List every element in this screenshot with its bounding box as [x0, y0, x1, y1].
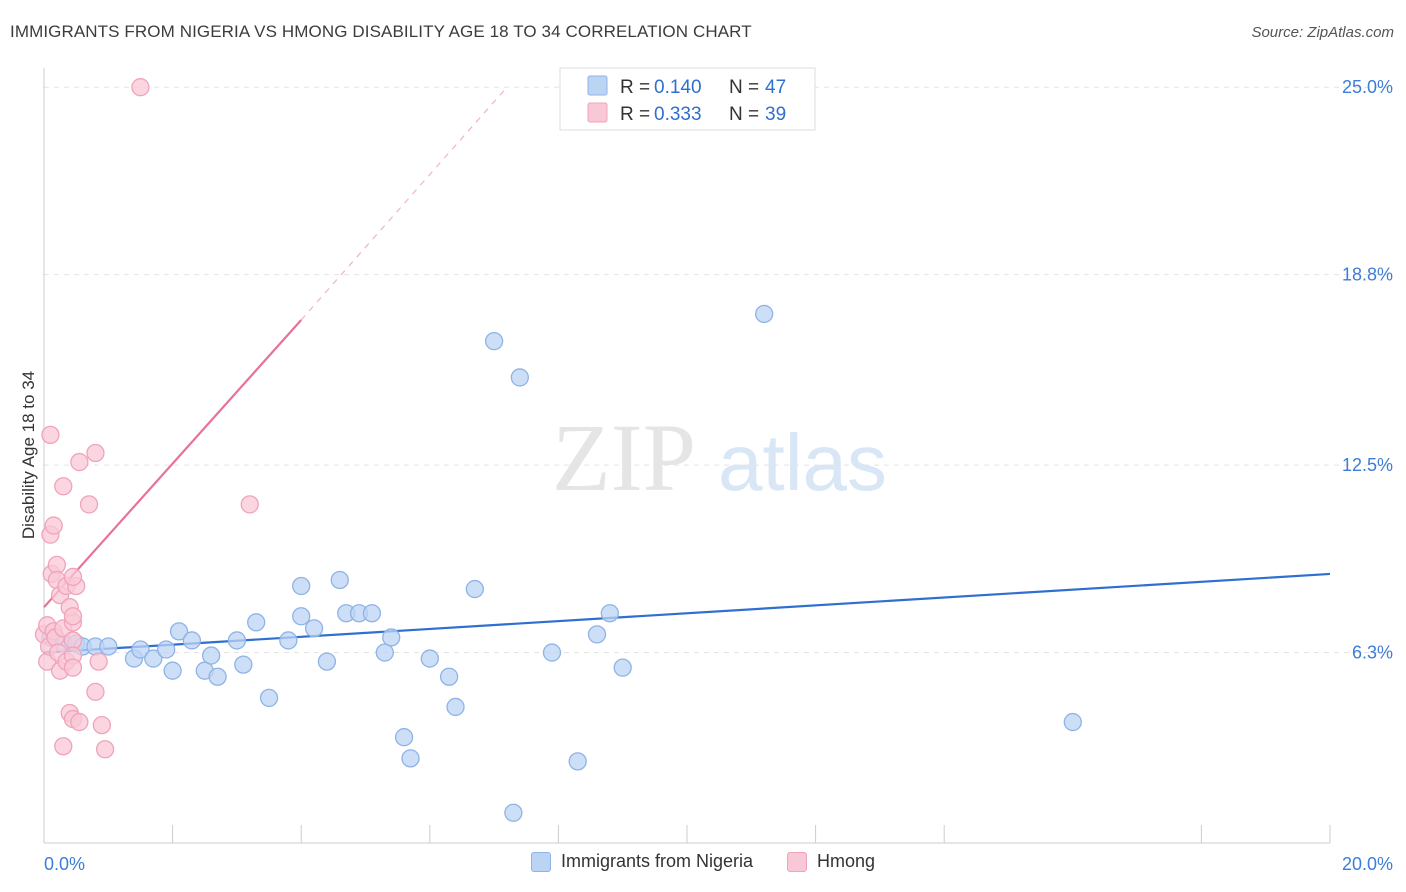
legend-bottom: Immigrants from Nigeria Hmong: [0, 851, 1406, 872]
data-point-pink: [79, 495, 99, 514]
trend-line-pink: [43, 319, 303, 608]
legend-swatch-nigeria: [530, 851, 551, 872]
source-label: Source: ZipAtlas.com: [1251, 24, 1394, 41]
data-point-pink: [44, 516, 63, 535]
points-blue: [41, 304, 1082, 822]
legend-r-label-blue: R =: [620, 77, 655, 98]
data-point-pink: [70, 712, 89, 732]
legend-r-label-pink: R =: [620, 104, 655, 125]
data-point-blue: [613, 658, 632, 677]
y-tick-labels: 6.3% 12.5% 18.8% 25.0%: [1342, 77, 1393, 662]
legend-top: R = 0.140 N = 47 R = 0.333 N = 39: [559, 67, 816, 131]
legend-n-label-pink: N =: [729, 104, 764, 125]
data-point-blue: [420, 649, 439, 668]
data-point-blue: [247, 613, 266, 632]
data-point-pink: [63, 607, 83, 626]
data-point-pink: [54, 477, 73, 496]
watermark-zip: ZIP: [552, 404, 696, 511]
legend-label-nigeria: Immigrants from Nigeria: [560, 851, 753, 871]
y-tick-label: 18.8%: [1342, 265, 1393, 285]
watermark-atlas: atlas: [718, 418, 887, 507]
data-point-pink: [63, 631, 83, 650]
y-axis-label: Disability Age 18 to 34: [19, 371, 38, 539]
data-point-blue: [163, 661, 182, 680]
data-point-blue: [317, 652, 337, 671]
data-point-blue: [182, 631, 202, 650]
legend-r-value-blue: 0.140: [654, 77, 702, 98]
x-tick-label: 20.0%: [1342, 854, 1393, 874]
data-point-blue: [439, 667, 459, 686]
data-point-blue: [755, 304, 774, 324]
data-point-pink: [86, 682, 105, 701]
y-tick-label: 6.3%: [1352, 643, 1393, 663]
chart-title: IMMIGRANTS FROM NIGERIA VS HMONG DISABIL…: [10, 22, 752, 41]
data-point-blue: [504, 803, 523, 822]
trend-extension-pink: [300, 86, 508, 321]
y-tick-label: 25.0%: [1342, 77, 1393, 97]
data-point-blue: [208, 667, 227, 686]
data-point-blue: [169, 622, 189, 641]
legend-swatch-pink: [587, 102, 608, 123]
legend-swatch-hmong: [787, 851, 807, 872]
data-point-blue: [330, 570, 349, 590]
data-point-blue: [234, 655, 253, 674]
data-point-pink: [63, 567, 83, 587]
legend-n-value-blue: 47: [765, 77, 786, 98]
data-point-pink: [63, 658, 83, 677]
data-point-pink: [47, 555, 67, 575]
data-point-pink: [95, 740, 115, 759]
data-point-blue: [401, 749, 420, 768]
legend-label-hmong: Hmong: [817, 851, 876, 871]
data-point-pink: [41, 425, 60, 445]
data-point-blue: [510, 368, 529, 387]
data-point-blue: [375, 643, 394, 662]
data-point-blue: [568, 752, 587, 771]
legend-item-nigeria[interactable]: Immigrants from Nigeria: [530, 851, 753, 872]
axes: [43, 68, 1331, 844]
data-point-blue: [362, 604, 382, 623]
data-point-blue: [292, 576, 311, 596]
data-point-blue: [304, 619, 324, 638]
legend-item-hmong[interactable]: Hmong: [787, 851, 875, 872]
data-point-blue: [157, 640, 176, 659]
data-point-blue: [484, 332, 504, 351]
data-point-blue: [227, 631, 247, 650]
trend-line-blue: [43, 572, 1331, 654]
data-point-pink: [240, 495, 259, 514]
data-point-blue: [446, 697, 465, 717]
svg-text:R = 0.333 N =: R = 0.333 N = 39: [620, 104, 786, 125]
data-point-blue: [99, 637, 118, 656]
data-point-blue: [279, 631, 298, 650]
data-point-pink: [89, 652, 108, 671]
data-point-blue: [587, 625, 607, 644]
data-point-blue: [382, 628, 401, 647]
data-point-blue: [144, 649, 163, 668]
grid-lines: [44, 86, 1394, 654]
points-pink: [34, 78, 259, 759]
legend-n-label-blue: N =: [729, 77, 764, 98]
legend-n-value-pink: 39: [765, 104, 786, 125]
data-point-blue: [394, 728, 414, 747]
legend-r-value-pink: 0.333: [654, 104, 702, 125]
data-point-blue: [202, 646, 221, 665]
x-tick-labels: 0.0% 20.0%: [44, 854, 1393, 874]
svg-text:R = 0.140 N =: R = 0.140 N = 47: [620, 77, 786, 98]
data-point-pink: [92, 715, 112, 735]
data-point-blue: [292, 607, 311, 626]
trend-lines: [43, 86, 1331, 654]
data-point-blue: [465, 579, 484, 599]
data-point-blue: [600, 604, 619, 623]
data-point-pink: [70, 452, 89, 472]
data-point-pink: [131, 78, 150, 97]
data-point-pink: [86, 443, 105, 463]
x-tick-label: 0.0%: [44, 854, 85, 874]
legend-swatch-blue: [587, 75, 608, 96]
data-point-blue: [1063, 712, 1082, 732]
data-point-blue: [131, 640, 150, 659]
data-point-blue: [542, 643, 562, 662]
data-point-pink: [54, 737, 73, 756]
y-tick-label: 12.5%: [1342, 455, 1393, 475]
data-point-blue: [259, 688, 279, 708]
